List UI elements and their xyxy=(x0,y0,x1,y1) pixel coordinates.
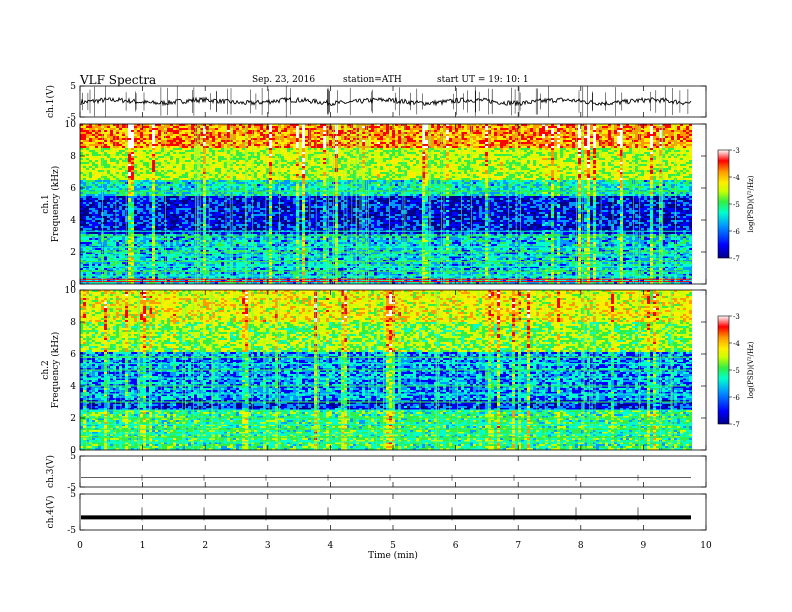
ch2-spec-colorbar-label: log(PSD)(V²/Hz) xyxy=(747,341,755,398)
x-tick-label-10: 10 xyxy=(700,541,712,551)
x-tick-label-5: 5 xyxy=(390,541,396,551)
x-tick-label-9: 9 xyxy=(641,541,647,551)
date-label: Sep. 23, 2016 xyxy=(252,75,315,85)
ch1-spec-ytick-label-1: 2 xyxy=(70,248,76,258)
x-tick-label-1: 1 xyxy=(140,541,146,551)
ch1-spec-cb-tick-label-3: -6 xyxy=(733,228,740,236)
ch1-spec-ytick-label-2: 4 xyxy=(70,216,76,226)
ch2-spec-ytick-label-1: 2 xyxy=(70,414,76,424)
ch2-spec-ytick-label-2: 4 xyxy=(70,382,76,392)
ch4-wave-ytick-label-1: -5 xyxy=(67,526,76,536)
ch1-spec-ytick-label-5: 10 xyxy=(65,120,77,130)
ch3-wave-ylabel: ch.3(V) xyxy=(45,455,56,488)
ch2-spec-heatmap xyxy=(80,290,692,450)
ch2-spec-ytick-label-3: 6 xyxy=(70,350,76,360)
start-time-label: start UT = 19: 10: 1 xyxy=(437,75,529,85)
vlf-figure: ch.1(V) 5 -5 ch.1Frequency (kHz) 0 2 4 6 8 10 -3 -4… xyxy=(0,0,792,612)
ch1-spec-cb-tick-label-1: -4 xyxy=(733,174,740,182)
ch1-wave-ytick-label-0: 5 xyxy=(70,82,76,92)
ch1-spec-ytick-label-3: 6 xyxy=(70,184,76,194)
ch2-spec-cb-tick-label-4: -7 xyxy=(733,421,740,429)
x-tick-label-8: 8 xyxy=(578,541,584,551)
ch2-spec-colorbar xyxy=(718,316,729,424)
ch4-wave-frame xyxy=(80,494,706,530)
ch2-spec-cb-tick-label-1: -4 xyxy=(733,340,740,348)
x-tick-label-3: 3 xyxy=(265,541,271,551)
ch2-spec-ytick-label-5: 10 xyxy=(65,286,77,296)
ch2-spec-ylabel: ch.2Frequency (kHz) xyxy=(41,332,61,409)
x-tick-label-4: 4 xyxy=(328,541,334,551)
ch3-wave-ytick-label-0: 5 xyxy=(70,452,76,462)
ch2-spec-cb-tick-label-0: -3 xyxy=(733,313,740,321)
ch1-spec-cb-tick-label-2: -5 xyxy=(733,201,740,209)
ch1-spec-cb-tick-label-4: -7 xyxy=(733,255,740,263)
x-axis-label: Time (min) xyxy=(368,550,418,561)
ch4-wave-ytick-label-0: 5 xyxy=(70,490,76,500)
station-label: station=ATH xyxy=(343,75,402,85)
ch1-wave-ylabel: ch.1(V) xyxy=(45,85,56,118)
figure-title: VLF Spectra xyxy=(80,73,156,87)
x-tick-label-7: 7 xyxy=(515,541,521,551)
ch1-spec-colorbar-label: log(PSD)(V²/Hz) xyxy=(747,175,755,232)
ch2-spec-ytick-label-4: 8 xyxy=(70,318,76,328)
ch4-wave-ylabel: ch.4(V) xyxy=(45,496,56,529)
x-tick-label-2: 2 xyxy=(202,541,208,551)
ch1-wave-trace xyxy=(81,98,691,106)
ch2-spec-cb-tick-label-3: -6 xyxy=(733,394,740,402)
x-tick-label-0: 0 xyxy=(77,541,83,551)
ch2-spec-cb-tick-label-2: -5 xyxy=(733,367,740,375)
ch1-spec-cb-tick-label-0: -3 xyxy=(733,147,740,155)
ch1-spec-colorbar xyxy=(718,150,729,258)
ch1-spec-heatmap xyxy=(80,124,692,284)
ch1-spec-ylabel: ch.1Frequency (kHz) xyxy=(41,166,61,243)
ch1-spec-ytick-label-4: 8 xyxy=(70,152,76,162)
x-tick-label-6: 6 xyxy=(453,541,459,551)
